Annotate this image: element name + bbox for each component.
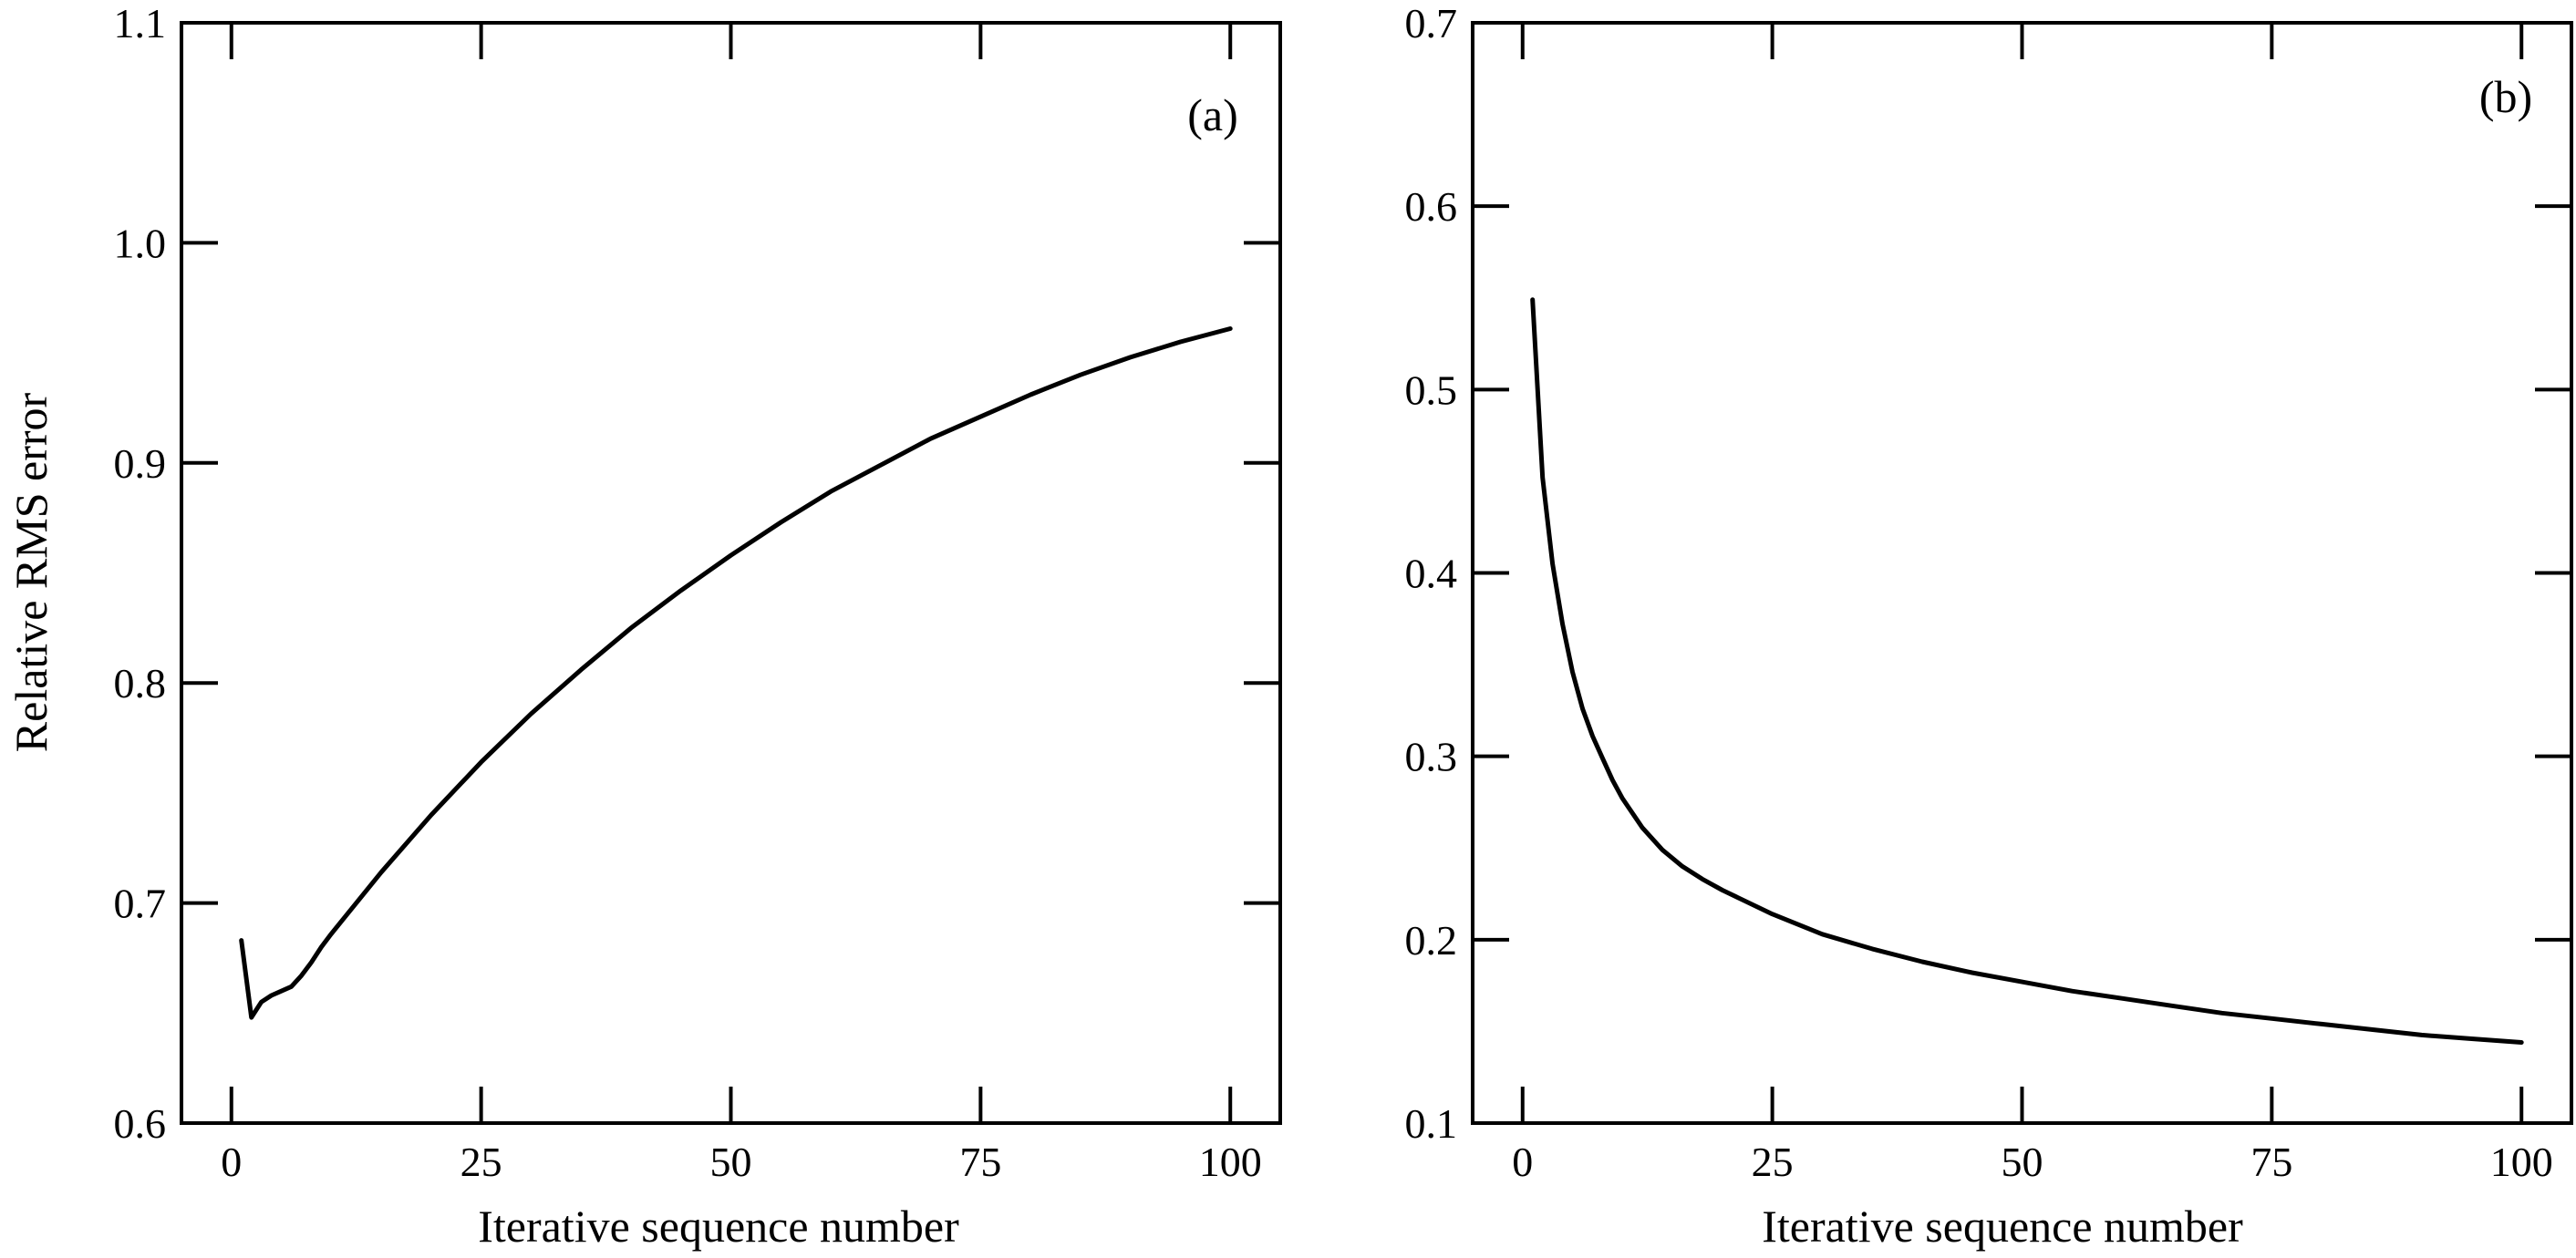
- panel-a-y-tick-label: 1.0: [114, 220, 167, 266]
- panel-b-y-tick-label: 0.1: [1405, 1100, 1458, 1147]
- panel-a-x-axis-title: Iterative sequence number: [478, 1201, 959, 1252]
- panel-b-y-tick-label: 0.6: [1405, 183, 1458, 230]
- panel-a-y-tick-label: 0.6: [114, 1100, 167, 1147]
- panel-a-y-tick-label: 1.1: [114, 0, 167, 46]
- panel-b-y-tick-label: 0.5: [1405, 366, 1458, 413]
- panel-a-y-tick-labels: 0.6 0.7 0.8 0.9 1.0 1.1: [114, 0, 167, 1147]
- panel-a-x-tick-label: 75: [959, 1139, 1001, 1185]
- panel-b-x-tick-label: 0: [1512, 1139, 1533, 1185]
- panel-a-plot-frame: [180, 21, 1282, 1125]
- panel-a-x-tick-label: 0: [221, 1139, 242, 1185]
- panel-b-y-tick-label: 0.7: [1405, 0, 1458, 46]
- panel-b-y-tick-label: 0.2: [1405, 917, 1458, 964]
- panel-b: 0 25 50 75 100 0.1 0.2 0.3 0.4 0.5 0.6 0.7 (b) Ite…: [1405, 0, 2573, 1252]
- panel-b-x-tick-label: 75: [2250, 1139, 2292, 1185]
- panel-b-x-tick-labels: 0 25 50 75 100: [1512, 1139, 2552, 1185]
- panel-b-x-tick-label: 25: [1752, 1139, 1794, 1185]
- panel-a-y-axis-title: Relative RMS error: [5, 392, 57, 752]
- panel-a-x-tick-label: 25: [460, 1139, 502, 1185]
- panel-a-y-tick-label: 0.7: [114, 881, 167, 927]
- panel-a: 0 25 50 75 100 0.6 0.7 0.8 0.9 1.0 1.1 (a) Iterat…: [5, 0, 1282, 1252]
- panel-a-ticks: [181, 21, 1280, 1125]
- panel-b-x-tick-label: 100: [2490, 1139, 2553, 1185]
- panel-b-x-axis-title: Iterative sequence number: [1762, 1201, 2243, 1252]
- panel-a-label: (a): [1187, 89, 1238, 140]
- panel-a-x-tick-labels: 0 25 50 75 100: [221, 1139, 1261, 1185]
- panel-b-plot-frame: [1471, 21, 2573, 1125]
- panel-b-y-tick-label: 0.4: [1405, 551, 1458, 597]
- panel-a-x-tick-label: 50: [710, 1139, 752, 1185]
- panel-a-series-line: [239, 326, 1233, 1020]
- panel-b-y-tick-label: 0.3: [1405, 734, 1458, 780]
- panel-b-y-tick-labels: 0.1 0.2 0.3 0.4 0.5 0.6 0.7: [1405, 0, 1458, 1147]
- panel-b-label: (b): [2479, 71, 2532, 122]
- panel-b-ticks: [1473, 21, 2571, 1125]
- panel-b-x-tick-label: 50: [2002, 1139, 2043, 1185]
- panel-a-y-tick-label: 0.9: [114, 440, 167, 487]
- panel-a-x-tick-label: 100: [1199, 1139, 1262, 1185]
- panel-b-series-line: [1530, 297, 2524, 1045]
- panel-a-y-tick-label: 0.8: [114, 660, 167, 706]
